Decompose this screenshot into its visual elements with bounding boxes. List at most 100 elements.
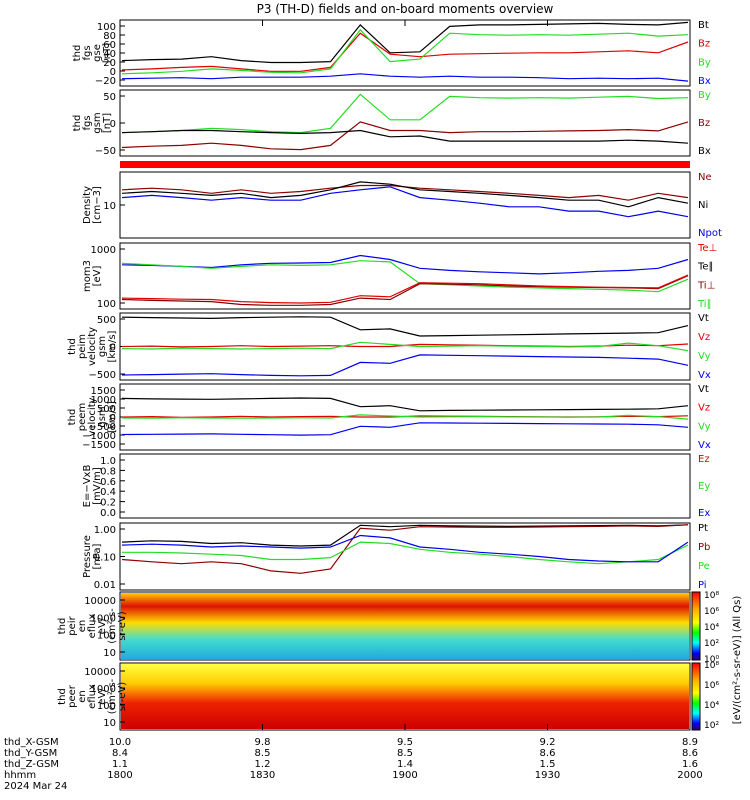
y-tick-label: 0: [110, 413, 116, 424]
y-axis-label: [nPa]: [92, 543, 103, 569]
series-line-Ti⊥: [121, 275, 689, 306]
y-axis-label: fgs: [82, 115, 93, 130]
y-axis-label: gsm: [97, 336, 108, 357]
x-tick-label: 8.5: [397, 748, 413, 759]
panel-frame: [119, 171, 691, 239]
x-row-label: thd_X-GSM: [4, 737, 59, 748]
series-line-Bx: [121, 73, 689, 82]
y-tick-label: 10000: [84, 596, 116, 607]
legend-Ne: Ne: [698, 172, 712, 183]
x-tick-label: 2000: [677, 770, 702, 781]
y-tick-label: 0.8: [100, 466, 116, 477]
y-axis-label: sr-eV): [117, 611, 128, 640]
series-line-Npot: [121, 186, 689, 218]
y-tick-label: −1000: [82, 431, 116, 442]
series-line-Pt: [121, 524, 689, 547]
colorbar-tick: 10²: [704, 639, 719, 649]
series-line-Bt: [121, 21, 689, 64]
y-axis-label: thd: [57, 618, 68, 635]
series-line-Ne: [121, 184, 689, 201]
x-row-label: thd_Y-GSM: [4, 748, 57, 759]
legend-Npot: Npot: [698, 228, 722, 239]
series-line-Ti∥: [121, 260, 689, 293]
y-tick-label: −20: [95, 76, 116, 87]
y-tick-label: 100: [97, 631, 116, 642]
x-tick-label: 9.2: [540, 737, 556, 748]
y-axis-label: velocity: [87, 327, 98, 366]
y-tick-label: 1000: [91, 684, 116, 695]
x-tick-label: 1.6: [682, 759, 698, 770]
y-axis-label: gsm: [97, 406, 108, 427]
colorbar-tick: 10⁴: [704, 701, 719, 711]
series-line-Bz: [121, 32, 689, 72]
series-line-Pb: [121, 524, 689, 574]
series-line-Vt: [121, 316, 689, 337]
x-tick-label: 8.6: [682, 748, 698, 759]
legend-Te⊥: Te⊥: [697, 243, 717, 254]
y-tick-label: 0.0: [100, 508, 116, 519]
y-tick-label: 50: [103, 92, 116, 103]
y-axis-label: [km/s]: [107, 330, 118, 362]
legend-Bx: Bx: [698, 146, 711, 157]
y-tick-label: 0.6: [100, 477, 116, 488]
y-tick-label: −500: [89, 422, 116, 433]
y-axis-label: (cm²-s-: [107, 608, 118, 644]
y-axis-label: peer: [67, 684, 78, 708]
y-tick-label: 0.4: [100, 487, 116, 498]
x-tick-label: 8.9: [682, 737, 698, 748]
series-line-By: [121, 93, 689, 134]
y-tick-label: 1000: [91, 395, 116, 406]
y-axis-label: thd: [57, 688, 68, 705]
legend-Ti⊥: Ti⊥: [697, 280, 715, 291]
panel-3: 10 Density [cm−3] Ne Ni Npot: [82, 171, 722, 239]
y-tick-label: 100: [97, 701, 116, 712]
legend-Ez: Ez: [698, 454, 710, 465]
series-line-Vy: [121, 341, 689, 352]
legend-Vy: Vy: [698, 421, 711, 432]
y-tick-label: 0.10: [94, 553, 116, 564]
y-tick-label: −500: [89, 370, 116, 381]
legend-Bx: Bx: [698, 76, 711, 87]
legend-Pb: Pb: [698, 542, 710, 553]
y-tick-label: 80: [103, 31, 116, 42]
legend-By: By: [698, 90, 711, 101]
colorbar-tick: 10⁰: [704, 655, 719, 665]
colorbar-tick: 10⁴: [704, 623, 719, 633]
panel-frame: [119, 453, 691, 519]
y-tick-label: −50: [95, 146, 116, 157]
x-tick-label: 1.1: [112, 759, 128, 770]
legend-Pt: Pt: [698, 523, 708, 534]
y-axis-label: fgs: [82, 45, 93, 60]
panel-5: 500 0 −500 thd peim velocity gsm [km/s] Vt Vz Vy Vx: [67, 312, 711, 381]
y-axis-label: peem: [77, 403, 88, 431]
x-tick-label: 1.5: [540, 759, 556, 770]
y-axis-label: eV/: [97, 688, 108, 705]
y-axis-label: [cm−3]: [92, 186, 103, 224]
panel-7: 1.00.80.60.40.20.0 E=−VxB [mV/m] Ez Ey Ex: [82, 453, 710, 519]
legend-Vz: Vz: [698, 403, 710, 414]
y-tick-label: 100: [97, 22, 116, 33]
y-tick-label: 0.01: [94, 580, 116, 591]
x-tick-label: 8.6: [540, 748, 556, 759]
legend-Te∥: Te∥: [697, 262, 714, 273]
legend-Ni: Ni: [698, 200, 708, 211]
legend-Bz: Bz: [698, 118, 710, 129]
x-tick-label: 1930: [535, 770, 560, 781]
x-tick-label: 9.5: [397, 737, 413, 748]
y-tick-label: 1000: [91, 613, 116, 624]
y-axis-label: velocity: [87, 397, 98, 436]
y-axis-label: thd: [72, 45, 83, 62]
series-line-By: [121, 28, 689, 75]
series-line-Bx: [121, 129, 689, 144]
y-axis-label: Pressure: [82, 535, 93, 578]
legend-Ti∥: Ti∥: [697, 299, 712, 310]
series-line-Pi: [121, 534, 689, 563]
y-axis-label: peir: [67, 615, 78, 635]
panel-9: 10000 1000 100 10 thd peir en eflux eV/(cm²-s-sr…: [57, 591, 691, 661]
colorbar-1: [691, 591, 701, 661]
legend-Vt: Vt: [698, 384, 709, 395]
colorbar-tick: 10²: [704, 721, 719, 731]
colorbar-label: [eV/(cm²-s-sr-eV)] (All Qs): [732, 596, 743, 725]
